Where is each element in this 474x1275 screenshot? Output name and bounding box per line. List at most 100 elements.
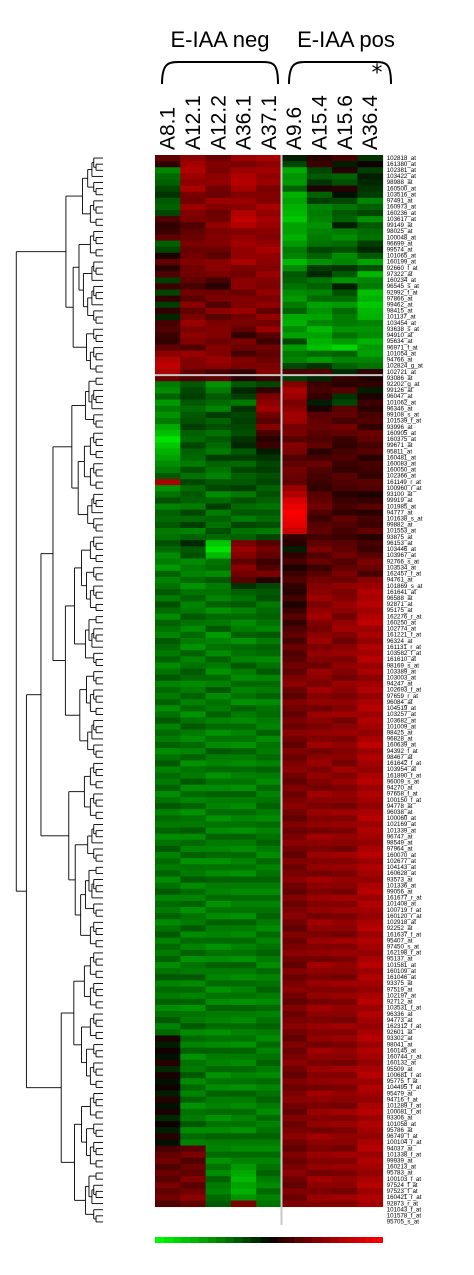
heatmap-cell [230, 515, 257, 523]
heatmap-cell [180, 161, 206, 168]
heatmap-cell [281, 1200, 308, 1208]
heatmap-cell [205, 955, 232, 963]
heatmap-cell [357, 246, 384, 254]
heatmap-cell [155, 821, 181, 828]
heatmap-cell [205, 907, 232, 914]
heatmap-cell [281, 925, 308, 932]
heatmap-cell [332, 1017, 358, 1024]
heatmap-cell [357, 252, 384, 260]
heatmap-cell [256, 699, 282, 706]
heatmap-cell [155, 876, 181, 883]
heatmap-cell [332, 1029, 358, 1036]
heatmap-cell [281, 552, 308, 559]
heatmap-cell [332, 369, 358, 376]
heatmap-cell [180, 387, 206, 394]
heatmap-cell [281, 1084, 308, 1091]
heatmap-cell [230, 411, 257, 419]
heatmap-cell [332, 277, 358, 284]
heatmap-cell [205, 576, 232, 584]
heatmap-cell [180, 741, 206, 749]
heatmap-cell [306, 1200, 333, 1208]
heatmap-cell [180, 185, 206, 193]
heatmap-cell [155, 693, 181, 700]
heatmap-cell [155, 1102, 181, 1110]
heatmap-cell [180, 693, 206, 700]
heatmap-cell [256, 320, 282, 327]
heatmap-cell [306, 576, 333, 584]
row-label: 96009_s_at [387, 778, 420, 785]
heatmap-cell [281, 888, 308, 896]
heatmap-cell [306, 839, 333, 847]
heatmap-cell [230, 436, 257, 443]
heatmap-cell [357, 601, 384, 608]
heatmap-cell [230, 1121, 257, 1128]
heatmap-cell [357, 631, 384, 639]
heatmap-cell [180, 246, 206, 254]
heatmap-cell [256, 1139, 282, 1146]
heatmap-cell [306, 686, 333, 694]
row-label: 160199_at [387, 259, 417, 266]
row-label: 161046_at [387, 974, 417, 981]
color-scale-step [198, 1237, 208, 1243]
heatmap-cell [180, 503, 206, 511]
heatmap-cell [332, 289, 358, 297]
heatmap-cell [230, 595, 257, 602]
heatmap-cell [256, 1017, 282, 1024]
heatmap-cell [306, 711, 333, 718]
heatmap-cell [281, 680, 308, 688]
group-label-pos: E-IAA pos [297, 27, 395, 52]
row-label: 97519_at [387, 986, 413, 993]
heatmap-cell [256, 534, 282, 541]
heatmap-cell [230, 503, 257, 511]
heatmap-cell [155, 411, 181, 419]
heatmap-cell [281, 265, 308, 272]
heatmap-cell [256, 1090, 282, 1097]
heatmap-cell [180, 705, 206, 712]
row-label: 96588_at [387, 595, 413, 602]
heatmap-cell [332, 674, 358, 682]
heatmap-cell [281, 1096, 308, 1104]
heatmap-cell [205, 809, 232, 816]
heatmap-cell [332, 821, 358, 828]
heatmap-cell [281, 1072, 308, 1079]
heatmap-cell [230, 833, 257, 841]
heatmap-cell [332, 222, 358, 229]
heatmap-cell [155, 858, 181, 865]
heatmap-cell [205, 203, 232, 211]
heatmap-cell [230, 1029, 257, 1036]
heatmap-cell [281, 515, 308, 523]
heatmap-cell [205, 307, 232, 315]
heatmap-cell [306, 350, 333, 358]
heatmap-cell [332, 1066, 358, 1073]
heatmap-cell [155, 491, 181, 498]
heatmap-cell [155, 1133, 181, 1140]
heatmap-cell [155, 375, 181, 382]
heatmap-cell [357, 705, 384, 712]
heatmap-cell [332, 766, 358, 773]
row-label: 100960_r_at [387, 485, 422, 492]
heatmap-cell [357, 974, 384, 981]
heatmap-cell [332, 460, 358, 468]
heatmap-cell [256, 1096, 282, 1104]
heatmap-cell [306, 968, 333, 975]
heatmap-cell [357, 320, 384, 327]
heatmap-cell [332, 1053, 358, 1061]
heatmap-cell [230, 381, 257, 388]
heatmap-cell [306, 705, 333, 712]
row-label: 101065_at [387, 253, 417, 260]
heatmap-cell [155, 240, 181, 248]
heatmap-cell [230, 313, 257, 321]
heatmap-cell [180, 442, 206, 449]
heatmap-cell [205, 797, 232, 804]
heatmap-cell [205, 246, 232, 254]
heatmap-cell [155, 515, 181, 523]
heatmap-cell [357, 1011, 384, 1018]
row-label: 102169_at [387, 821, 417, 828]
heatmap-cell [357, 424, 384, 431]
heatmap-cell [306, 564, 333, 572]
heatmap-cell [230, 876, 257, 883]
heatmap-cell [155, 741, 181, 749]
color-scale-step [347, 1237, 357, 1243]
heatmap-cell [230, 894, 257, 902]
heatmap-cell [256, 1194, 282, 1201]
